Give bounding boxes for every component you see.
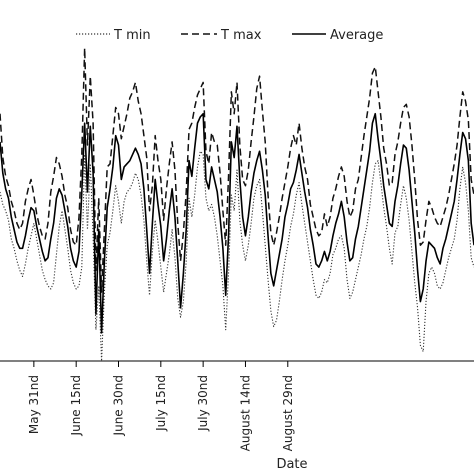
x-tick-label: August 14nd [238, 375, 252, 451]
x-axis-ticks: May 31nd June 15nd June 30nd July 15nd July … [27, 361, 295, 451]
series-line-t-max [0, 47, 474, 293]
x-tick-label: June 15nd [69, 375, 83, 436]
series-line-t-min [0, 150, 474, 362]
series-line-average [0, 112, 474, 334]
x-tick-label: May 31nd [27, 375, 41, 434]
legend: T min T max Average [76, 28, 383, 43]
legend-label-tmin: T min [113, 28, 151, 43]
legend-label-average: Average [330, 28, 383, 43]
series-layer [0, 47, 474, 362]
x-tick-label: July 30nd [196, 375, 210, 432]
legend-label-tmax: T max [220, 28, 262, 43]
x-tick-label: June 30nd [112, 375, 126, 436]
x-axis-title: Date [276, 457, 307, 472]
x-tick-label: August 29nd [281, 375, 295, 451]
x-tick-label: July 15nd [154, 375, 168, 432]
